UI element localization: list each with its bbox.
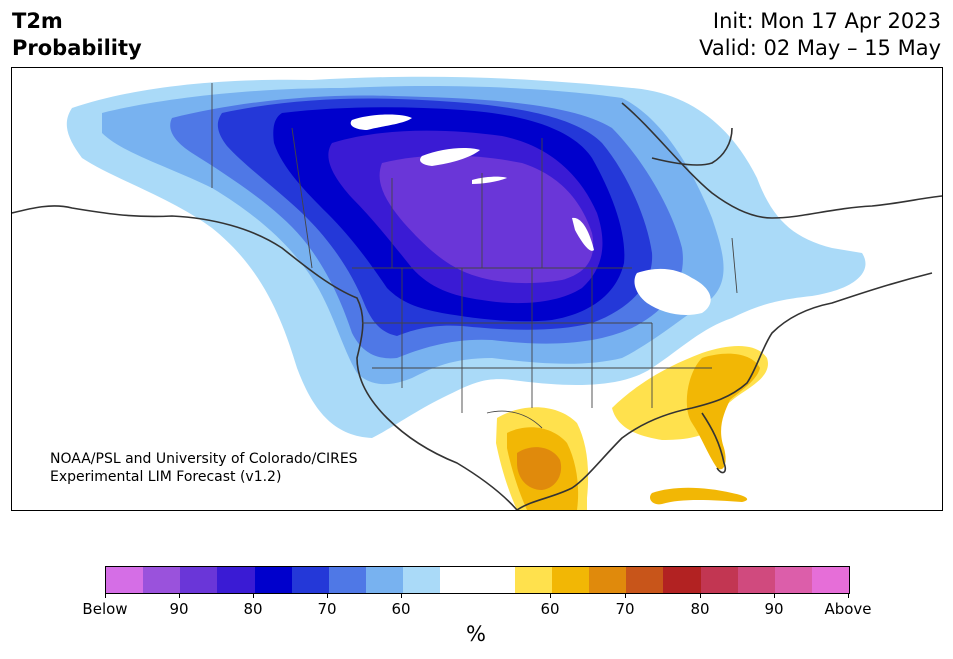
- political-borders: [211, 83, 738, 429]
- valid-range: Valid: 02 May – 15 May: [699, 36, 941, 60]
- colorbar-tick-label: 90: [169, 600, 189, 618]
- colorbar: [105, 566, 850, 594]
- colorbar-swatch: [477, 567, 515, 593]
- colorbar-tickmark: [179, 593, 180, 598]
- credit-line1: NOAA/PSL and University of Colorado/CIRE…: [50, 451, 358, 467]
- colorbar-swatch: [551, 567, 590, 593]
- colorbar-swatch: [663, 567, 701, 593]
- colorbar-swatch: [217, 567, 255, 593]
- map-title: T2m Probability: [12, 8, 142, 62]
- lake-winnipeg: [572, 217, 594, 251]
- colorbar-tickmark: [105, 593, 106, 598]
- colorbar-tickmark: [774, 593, 775, 598]
- colorbar-tick-label: 60: [391, 600, 411, 618]
- colorbar-tickmark: [625, 593, 626, 598]
- colorbar-tick-label: 80: [243, 600, 263, 618]
- colorbar-tickmark: [550, 593, 551, 598]
- colorbar-swatch: [403, 567, 441, 593]
- colorbar-swatch: [700, 567, 738, 593]
- title-line1: T2m: [12, 9, 63, 33]
- lake-athabasca: [472, 176, 507, 184]
- lake-great-bear: [350, 114, 412, 130]
- colorbar-tickmark: [253, 593, 254, 598]
- colorbar-tick-label: Above: [824, 600, 872, 618]
- contour-orange-mexico: [517, 447, 562, 490]
- colorbar-swatch: [774, 567, 812, 593]
- great-lakes: [634, 268, 711, 315]
- probability-map: [12, 76, 942, 510]
- map-panel: NOAA/PSL and University of Colorado/CIRE…: [11, 67, 943, 511]
- contour-gold-cuba: [650, 487, 748, 505]
- lake-great-slave: [420, 148, 480, 166]
- colorbar-unit: %: [466, 622, 486, 646]
- colorbar-swatch: [106, 567, 144, 593]
- init-date: Init: Mon 17 Apr 2023: [712, 9, 941, 33]
- colorbar-swatch: [180, 567, 218, 593]
- colorbar-swatch: [626, 567, 664, 593]
- colorbar-tickmark: [700, 593, 701, 598]
- contour-blue-90: [379, 155, 594, 284]
- colorbar-swatch: [366, 567, 404, 593]
- credit-text: NOAA/PSL and University of Colorado/CIRE…: [50, 450, 358, 486]
- colorbar-tickmark: [401, 593, 402, 598]
- colorbar-tick-label: 70: [615, 600, 635, 618]
- colorbar-tickmark: [848, 593, 849, 598]
- colorbar-tick-label: 90: [764, 600, 784, 618]
- colorbar-swatch: [328, 567, 367, 593]
- colorbar-tick-label: 80: [690, 600, 710, 618]
- colorbar-swatch: [589, 567, 627, 593]
- colorbar-tick-label: Below: [82, 600, 128, 618]
- colorbar-swatch: [291, 567, 329, 593]
- colorbar-swatch: [514, 567, 552, 593]
- colorbar-tick-label: 60: [540, 600, 560, 618]
- colorbar-tick-label: 70: [317, 600, 337, 618]
- colorbar-swatch: [143, 567, 181, 593]
- colorbar-tickmark: [327, 593, 328, 598]
- date-info: Init: Mon 17 Apr 2023 Valid: 02 May – 15…: [699, 8, 941, 62]
- colorbar-swatch: [811, 567, 850, 593]
- colorbar-swatch: [737, 567, 775, 593]
- contour-gold-southeast: [686, 353, 760, 470]
- title-line2: Probability: [12, 36, 142, 60]
- colorbar-swatch: [440, 567, 478, 593]
- credit-line2: Experimental LIM Forecast (v1.2): [50, 469, 282, 485]
- coastlines: [12, 102, 942, 510]
- colorbar-swatch: [254, 567, 292, 593]
